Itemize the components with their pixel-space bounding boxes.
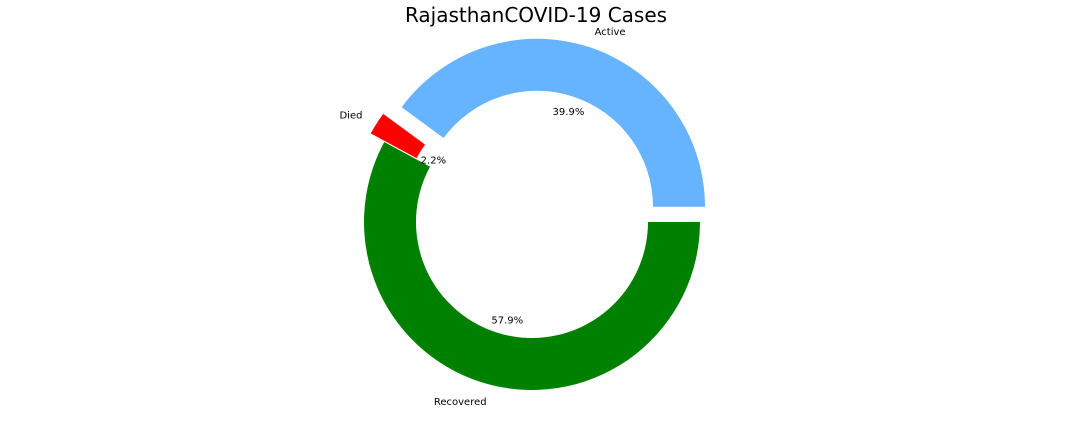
percent-label-recovered: 57.9% xyxy=(491,316,523,327)
percent-label-active: 39.9% xyxy=(553,107,585,118)
percent-label-died: 2.2% xyxy=(421,155,446,166)
slice-died xyxy=(370,113,426,159)
slice-active xyxy=(401,38,705,207)
chart-title: RajasthanCOVID-19 Cases xyxy=(405,3,667,27)
label-active: Active xyxy=(595,27,626,38)
label-died: Died xyxy=(339,110,362,121)
slice-recovered xyxy=(363,141,700,391)
label-recovered: Recovered xyxy=(434,397,487,408)
